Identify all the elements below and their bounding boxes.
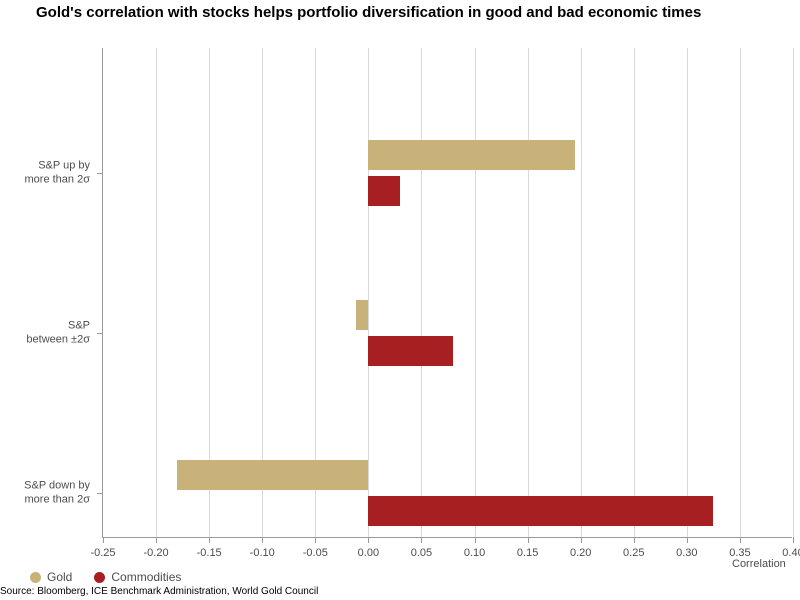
y-tick [97,173,103,174]
x-tick-label: 0.25 [623,547,644,559]
x-tick [315,537,316,543]
legend-item: Gold [30,570,72,584]
x-axis-title: Correlation [732,558,786,570]
x-tick [687,537,688,543]
gridline [793,48,794,537]
gridline [475,48,476,537]
x-tick [740,537,741,543]
x-tick-label: 0.05 [411,547,432,559]
legend-item: Commodities [94,570,181,584]
bar-commodities [368,496,713,526]
x-tick-label: -0.20 [144,547,169,559]
legend-swatch-commodities [94,572,105,583]
legend-label: Commodities [111,570,181,584]
gridline [156,48,157,537]
plot-area: -0.25-0.20-0.15-0.10-0.050.000.050.100.1… [102,48,792,538]
gridline [740,48,741,537]
gridline [421,48,422,537]
x-tick [103,537,104,543]
x-tick-label: -0.25 [90,547,115,559]
x-tick-label: 0.30 [676,547,697,559]
bar-gold [368,140,575,170]
y-tick-label: S&P between ±2σ [0,319,90,347]
bar-commodities [368,336,453,366]
bar-gold [356,300,369,330]
y-tick-label: S&P up by more than 2σ [0,159,90,187]
x-tick [156,537,157,543]
gridline [687,48,688,537]
y-tick [97,333,103,334]
bar-commodities [368,176,400,206]
x-tick [581,537,582,543]
x-tick [262,537,263,543]
x-tick-label: -0.10 [250,547,275,559]
chart-title: Gold's correlation with stocks helps por… [0,4,800,23]
x-tick [368,537,369,543]
x-tick [634,537,635,543]
x-tick-label: -0.05 [303,547,328,559]
x-tick-label: 0.10 [464,547,485,559]
gridline [634,48,635,537]
bar-gold [177,460,368,490]
x-tick-label: -0.15 [197,547,222,559]
x-tick-label: 0.15 [517,547,538,559]
gridline [368,48,369,537]
gridline [528,48,529,537]
x-tick [528,537,529,543]
x-tick-label: 0.20 [570,547,591,559]
y-tick-label: S&P down by more than 2σ [0,479,90,507]
legend: Gold Commodities [30,570,181,584]
legend-swatch-gold [30,572,41,583]
x-tick [793,537,794,543]
gridline [581,48,582,537]
x-tick [475,537,476,543]
x-tick [421,537,422,543]
source-text: Source: Bloomberg, ICE Benchmark Adminis… [0,586,318,597]
x-tick-label: 0.00 [358,547,379,559]
legend-label: Gold [47,570,72,584]
y-tick [97,493,103,494]
x-tick [209,537,210,543]
